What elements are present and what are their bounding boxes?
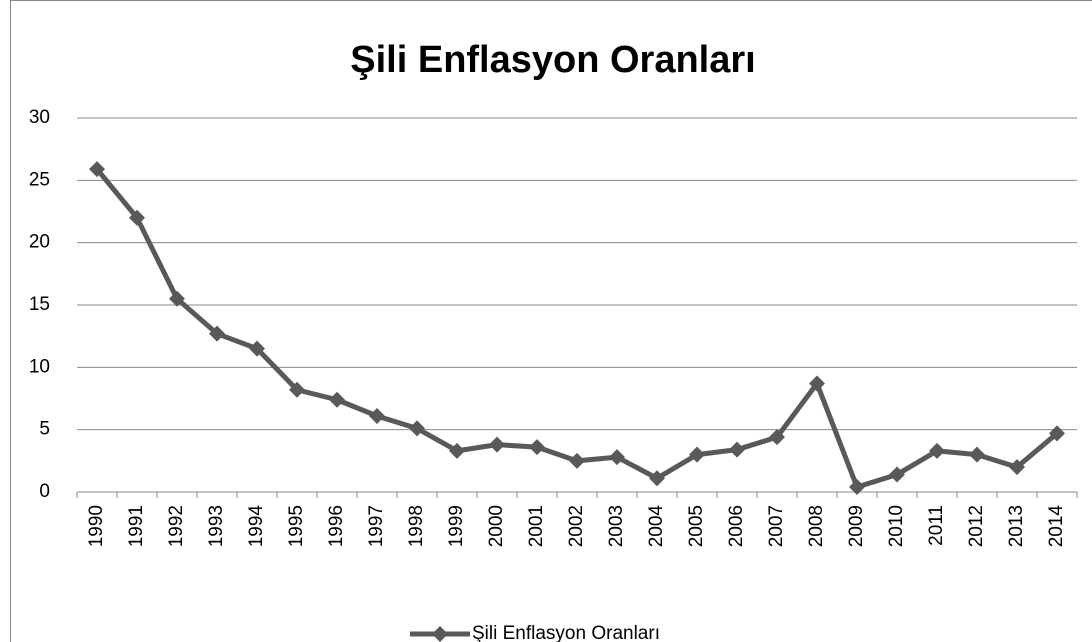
marker bbox=[729, 441, 745, 458]
x-tick-label: 1991 bbox=[126, 505, 147, 547]
x-tick-label: 2011 bbox=[926, 505, 947, 546]
x-tick-label: 1996 bbox=[326, 505, 347, 547]
x-tick-label: 1993 bbox=[206, 505, 227, 547]
marker bbox=[169, 290, 185, 307]
marker bbox=[969, 446, 985, 463]
marker bbox=[489, 436, 505, 453]
x-tick-label: 1997 bbox=[366, 505, 387, 547]
legend-marker bbox=[432, 626, 448, 642]
x-tick-label: 1999 bbox=[446, 505, 467, 547]
x-tick-label: 2005 bbox=[686, 505, 707, 547]
y-tick-label: 0 bbox=[39, 481, 50, 502]
marker bbox=[369, 407, 385, 424]
y-tick-label: 30 bbox=[29, 107, 50, 128]
marker bbox=[529, 439, 545, 456]
line bbox=[95, 167, 1059, 490]
x-tick-label: 1990 bbox=[86, 505, 107, 547]
x-tick-label: 1998 bbox=[406, 505, 427, 547]
marker bbox=[889, 466, 905, 483]
y-tick-label: 5 bbox=[39, 419, 50, 440]
chart-border bbox=[10, 0, 1092, 642]
chart-title: Şili Enflasyon Oranları bbox=[350, 39, 755, 81]
x-tick-label: 2009 bbox=[846, 505, 867, 547]
x-tick-label: 2006 bbox=[726, 505, 747, 547]
x-tick-label: 2014 bbox=[1046, 505, 1067, 548]
x-tick-label: 2004 bbox=[646, 505, 667, 548]
x-tick-label: 2013 bbox=[1006, 505, 1027, 547]
marker bbox=[209, 325, 225, 342]
x-tick-label: 2007 bbox=[766, 505, 787, 547]
x-tick-label: 2002 bbox=[566, 505, 587, 547]
legend-label: Şili Enflasyon Oranları bbox=[472, 623, 660, 642]
marker bbox=[449, 442, 465, 459]
marker bbox=[89, 161, 105, 178]
marker bbox=[569, 452, 585, 469]
x-tick-label: 1992 bbox=[166, 505, 187, 547]
marker bbox=[769, 429, 785, 446]
x-tick-label: 1994 bbox=[246, 505, 267, 548]
marker bbox=[929, 442, 945, 459]
marker bbox=[289, 381, 305, 398]
marker bbox=[609, 449, 625, 466]
y-tick-label: 10 bbox=[29, 356, 50, 377]
x-tick-label: 2010 bbox=[886, 505, 907, 547]
x-tick-label: 2003 bbox=[606, 505, 627, 547]
x-tick-label: 2008 bbox=[806, 505, 827, 547]
marker bbox=[409, 420, 425, 437]
marker bbox=[1049, 425, 1065, 442]
marker bbox=[1009, 459, 1025, 476]
y-tick-label: 15 bbox=[29, 294, 50, 315]
x-tick-label: 2001 bbox=[526, 505, 547, 547]
y-tick-label: 20 bbox=[29, 232, 50, 253]
marker bbox=[649, 470, 665, 487]
x-tick-label: 1995 bbox=[286, 505, 307, 547]
marker bbox=[689, 446, 705, 463]
marker bbox=[809, 375, 825, 392]
x-tick-label: 2012 bbox=[966, 505, 987, 547]
marker bbox=[129, 209, 145, 226]
marker bbox=[329, 391, 345, 408]
y-tick-label: 25 bbox=[29, 169, 50, 190]
x-tick-label: 2000 bbox=[486, 505, 507, 547]
marker bbox=[849, 479, 865, 496]
marker bbox=[249, 340, 265, 357]
